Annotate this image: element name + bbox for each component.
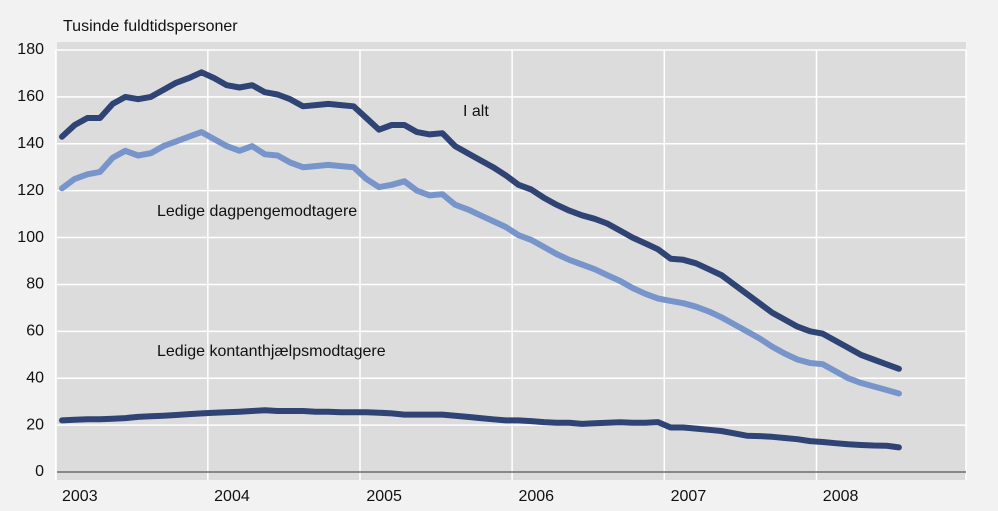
y-tick-label: 160 (17, 88, 44, 105)
y-tick-label: 140 (17, 135, 44, 152)
x-tick-label: 2006 (518, 488, 554, 505)
y-tick-label: 100 (17, 229, 44, 246)
x-tick-label: 2005 (366, 488, 402, 505)
series-label: Ledige kontanthjælpsmodtagere (157, 343, 386, 360)
x-tick-label: 2008 (823, 488, 859, 505)
x-tick-label: 2004 (214, 488, 250, 505)
y-tick-label: 180 (17, 41, 44, 58)
x-tick-label: 2003 (62, 488, 98, 505)
x-tick-label: 2007 (671, 488, 707, 505)
y-tick-label: 60 (26, 323, 44, 340)
series-line (59, 69, 902, 372)
y-tick-label: 40 (26, 369, 44, 386)
y-tick-label: 120 (17, 182, 44, 199)
series-label: Ledige dagpengemodtagere (157, 203, 357, 220)
series-line (59, 129, 902, 397)
y-tick-label: 20 (26, 416, 44, 433)
y-tick-label: 80 (26, 276, 44, 293)
series-line (59, 407, 902, 451)
y-tick-label: 0 (35, 463, 44, 480)
y-axis-label: Tusinde fuldtidspersoner (63, 18, 238, 35)
series-label: I alt (463, 103, 489, 120)
